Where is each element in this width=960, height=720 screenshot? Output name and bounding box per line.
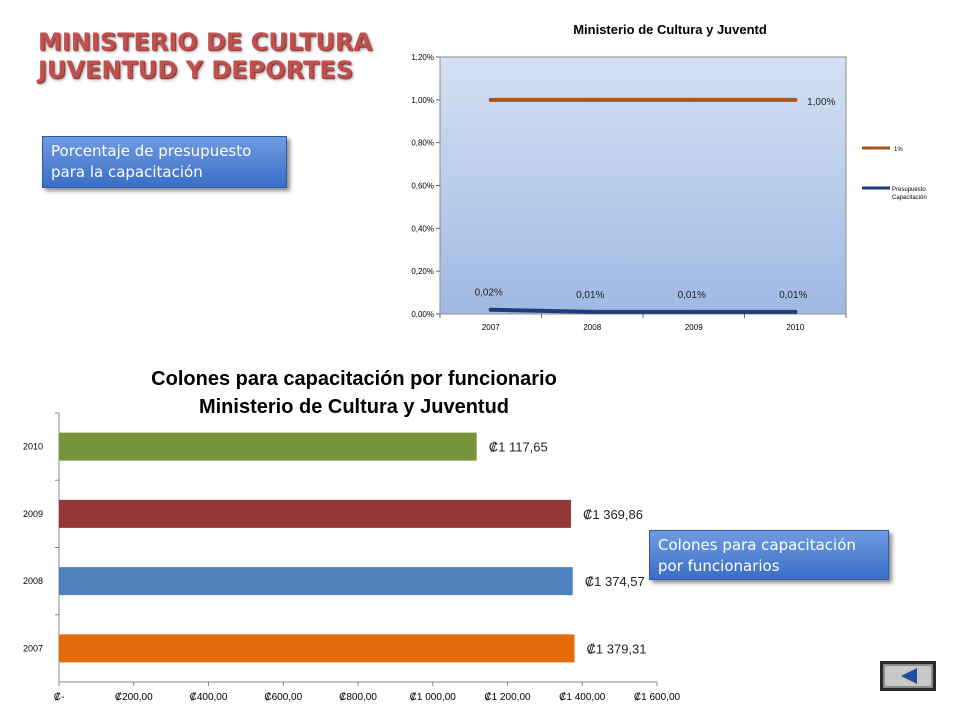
data-label: 0,01% — [576, 290, 604, 301]
legend-entry: Presupuesto Capacitación — [892, 187, 927, 201]
x-tick-label: ₡400,00 — [190, 691, 228, 703]
x-tick-label: 2007 — [482, 323, 500, 332]
series-point — [793, 97, 798, 102]
series-point — [793, 309, 798, 314]
series-point — [590, 97, 595, 102]
x-tick-label: 2009 — [685, 323, 703, 332]
category-label: 2010 — [23, 442, 43, 452]
callout-budget-percentage: Porcentaje de presupuesto para la capaci… — [42, 136, 287, 188]
bar-chart-title-line2: Ministerio de Cultura y Juventud — [199, 396, 509, 418]
series-point — [590, 309, 595, 314]
slide-title: MINISTERIO DE CULTURA JUVENTUD Y DEPORTE… — [38, 28, 372, 84]
value-label: ₡1 117,65 — [489, 440, 548, 455]
left-triangle-icon — [901, 668, 917, 684]
series-point — [691, 97, 696, 102]
value-label: ₡1 374,57 — [585, 574, 645, 589]
y-tick-label: 1,20% — [411, 53, 434, 62]
bar-chart: Colones para capacitación por funcionari… — [23, 368, 681, 703]
value-label: ₡1 369,86 — [583, 507, 643, 522]
x-tick-label: ₡1 600,00 — [634, 691, 681, 703]
back-button[interactable] — [880, 661, 936, 691]
x-tick-label: ₡600,00 — [264, 691, 302, 703]
bar-2010 — [59, 432, 477, 461]
data-label: 1,00% — [807, 97, 835, 108]
series-point — [488, 97, 493, 102]
x-tick-label: ₡1 200,00 — [484, 691, 531, 703]
y-tick-label: 0,80% — [411, 139, 434, 148]
y-tick-label: 0,60% — [411, 182, 434, 191]
x-tick-label: ₡200,00 — [115, 691, 153, 703]
callout-colones-per-employee: Colones para capacitación por funcionari… — [649, 530, 889, 580]
series-point — [488, 307, 493, 312]
data-label: 0,01% — [678, 290, 706, 301]
category-label: 2008 — [23, 576, 43, 586]
bar-chart-title-line1: Colones para capacitación por funcionari… — [151, 368, 557, 390]
slide-title-line1: MINISTERIO DE CULTURA — [38, 28, 373, 56]
x-tick-label: 2008 — [583, 323, 601, 332]
bar-2007 — [59, 634, 575, 663]
category-label: 2007 — [23, 643, 43, 653]
legend-entry: 1% — [894, 147, 903, 153]
y-tick-label: 1,00% — [411, 96, 434, 105]
plot-area — [439, 56, 847, 315]
x-tick-label: ₡- — [54, 691, 65, 703]
line-chart: Ministerio de Cultura y Juventd 0,00% 0,20… — [411, 22, 927, 332]
value-label: ₡1 379,31 — [587, 641, 647, 656]
y-tick-label: 0,40% — [411, 224, 434, 233]
line-chart-title: Ministerio de Cultura y Juventd — [573, 22, 767, 37]
slide-title-line2: JUVENTUD Y DEPORTES — [38, 56, 354, 84]
x-tick-label: ₡1 400,00 — [559, 691, 606, 703]
data-label: 0,01% — [779, 290, 807, 301]
bar-2008 — [59, 567, 573, 596]
x-tick-label: 2010 — [786, 323, 804, 332]
series-point — [691, 309, 696, 314]
x-tick-label: ₡800,00 — [339, 691, 377, 703]
category-label: 2009 — [23, 509, 43, 519]
x-tick-label: ₡1 000,00 — [410, 691, 457, 703]
bar-2009 — [59, 499, 571, 528]
data-label: 0,02% — [475, 288, 503, 299]
series-line-2 — [488, 307, 798, 314]
y-tick-label: 0,20% — [411, 267, 434, 276]
y-tick-label: 0,00% — [411, 310, 434, 319]
